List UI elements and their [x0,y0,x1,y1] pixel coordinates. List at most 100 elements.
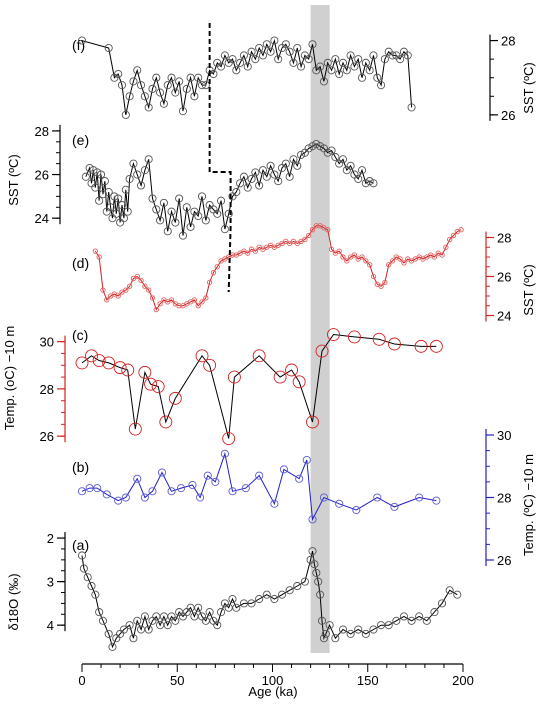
data-point-f [140,92,149,101]
series-line-b [81,451,437,522]
data-point-d [340,254,346,260]
data-point-d [146,287,152,293]
data-point-f [365,66,374,75]
data-point-c [151,380,165,393]
data-point-a [361,629,370,638]
data-point-f [148,84,157,93]
data-point-e [346,161,355,170]
y-tick-label-d: 26 [497,270,511,285]
data-point-a [415,612,424,621]
panel-c: 26 28 30 Temp. (oC) −10 m (c) [2,326,443,445]
data-point-e [258,166,268,175]
data-point-d [176,303,182,309]
data-point-d [359,254,365,260]
data-point-a [285,586,294,595]
y-axis-label-a: δ18O (‰) [6,573,21,630]
data-point-d [199,299,205,305]
data-point-e [312,139,321,149]
data-point-b [102,490,111,499]
series-line-a [81,550,458,649]
data-point-d [206,279,213,285]
data-point-e [194,211,203,221]
data-point-a [321,629,330,638]
data-point-d [168,297,175,303]
data-point-f [236,58,245,67]
data-point-e [123,207,132,216]
data-point-c [372,332,386,346]
y-tick-label-a: 4 [47,618,54,633]
data-point-a [310,560,319,569]
data-point-f [117,81,127,90]
data-point-f [178,107,188,116]
data-point-e [129,159,138,168]
panel-b: 26 28 30 Temp. (ºC) −10 m (b) [72,428,536,568]
data-point-f [281,40,290,49]
x-tick-label: 200 [452,673,474,688]
data-point-b [157,468,167,477]
data-point-b [93,484,102,493]
data-point-a [95,608,104,617]
data-point-e [117,201,127,210]
data-point-f [289,58,298,67]
data-point-a [445,586,454,595]
data-point-e [217,196,226,205]
data-point-e [331,153,340,162]
data-point-b [188,480,197,490]
data-point-e [247,174,256,183]
data-point-b [77,487,87,496]
data-point-e [186,222,195,231]
data-point-f [262,40,271,49]
panel-d: 24 26 28 SST (ºC) (d) [72,223,536,324]
data-point-e [144,155,153,164]
data-point-a [392,616,401,625]
data-point-f [133,66,142,75]
data-point-c [138,365,152,379]
data-point-a [262,590,271,599]
data-point-b [177,484,186,493]
data-point-d [195,303,201,309]
data-point-e [354,174,363,183]
data-point-d [149,295,156,301]
data-point-d [214,264,220,270]
data-point-a [119,625,128,634]
data-point-e [266,161,275,170]
data-point-c [92,354,106,367]
data-point-f [270,36,279,45]
data-point-f [308,40,317,49]
data-point-e [274,177,283,186]
data-point-d [92,248,98,254]
data-point-f [232,66,241,75]
data-point-a [77,551,87,560]
data-point-f [220,51,229,60]
y-tick-label-b: 26 [497,553,511,568]
data-point-d [153,306,159,313]
data-point-e [327,146,336,155]
data-point-f [388,51,397,60]
data-point-f [407,103,416,112]
data-point-d [386,262,392,268]
data-point-b [295,474,304,483]
data-point-e [112,209,121,218]
x-tick-label: 0 [78,673,85,688]
data-point-f [266,47,275,56]
data-point-a [213,621,222,630]
data-point-a [338,625,348,634]
data-point-a [140,612,149,621]
panel-label-a: (a) [72,537,89,553]
data-point-f [323,58,332,67]
data-point-a [255,594,264,604]
data-point-d [328,246,335,252]
data-point-e [98,190,108,199]
data-point-f [243,62,252,71]
data-point-a [163,621,172,630]
data-point-f [369,51,378,60]
data-point-c [347,330,361,344]
data-point-a [125,621,134,630]
data-point-a [317,616,327,625]
data-point-c [306,415,319,429]
data-point-a [98,616,108,625]
data-point-e [316,142,325,151]
data-point-a [293,581,302,591]
data-point-d [309,227,316,233]
data-point-e [270,170,279,179]
